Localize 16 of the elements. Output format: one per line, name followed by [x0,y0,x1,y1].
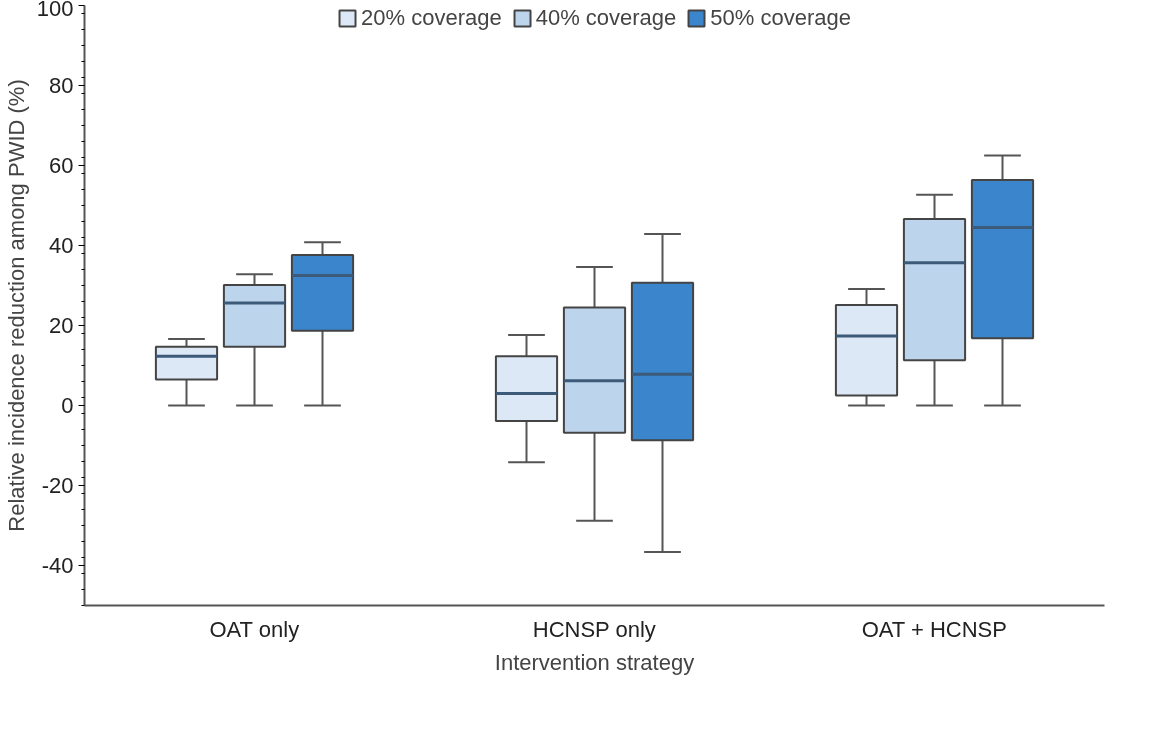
legend-label: 20% coverage [361,5,502,31]
legend-label: 50% coverage [710,5,851,31]
y-tick-label: -20 [41,473,74,498]
y-axis-title: Relative incidence reduction among PWID (%) [3,79,29,532]
y-tick-label: 0 [61,393,74,418]
x-tick-label: OAT only [209,616,300,642]
x-tick-label: OAT + HCNSP [861,616,1007,642]
x-tick-label: HCNSP only [532,616,656,642]
x-axis-title: Intervention strategy [494,649,695,675]
y-tick-label: 80 [49,73,74,98]
y-tick-label: 100 [36,0,74,21]
y-tick-label: 40 [49,233,74,258]
y-tick-label: -40 [41,553,74,578]
y-tick-label: 20 [49,313,74,338]
legend-label: 40% coverage [535,5,677,31]
y-tick-label: 60 [49,153,74,178]
